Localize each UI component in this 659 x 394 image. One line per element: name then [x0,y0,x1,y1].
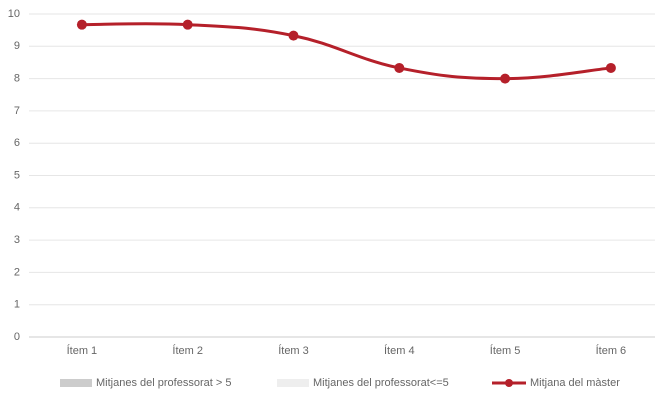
point [288,30,299,41]
legend-label: Mitjanes del professorat<=5 [313,377,449,389]
x-tick-label: Ítem 5 [490,344,521,357]
point [605,62,616,73]
y-tick-label: 4 [14,202,20,214]
y-tick-label: 1 [14,299,20,311]
x-tick-label: Ítem 6 [596,344,627,357]
point [394,62,405,73]
legend-swatch [60,379,92,387]
y-tick-label: 10 [8,8,20,20]
line [81,22,612,81]
legend-label: Mitjanes del professorat > 5 [96,377,231,389]
point [500,73,511,84]
legend-swatch [277,379,309,387]
y-tick-label: 7 [14,105,20,117]
x-tick-label: Ítem 1 [67,344,98,357]
legend-swatch-dot [505,379,513,387]
x-tick-label: Ítem 2 [172,344,203,357]
y-tick-label: 3 [14,234,20,246]
point [76,19,87,30]
x-tick-label: Ítem 4 [384,344,415,357]
point [182,19,193,30]
y-tick-label: 0 [14,331,20,343]
y-tick-label: 8 [14,73,20,85]
legend-label: Mitjana del màster [530,377,620,389]
y-tick-label: 2 [14,266,20,278]
x-tick-label: Ítem 3 [278,344,309,357]
y-tick-label: 6 [14,137,20,149]
y-tick-label: 9 [14,40,20,52]
y-tick-label: 5 [14,169,20,181]
